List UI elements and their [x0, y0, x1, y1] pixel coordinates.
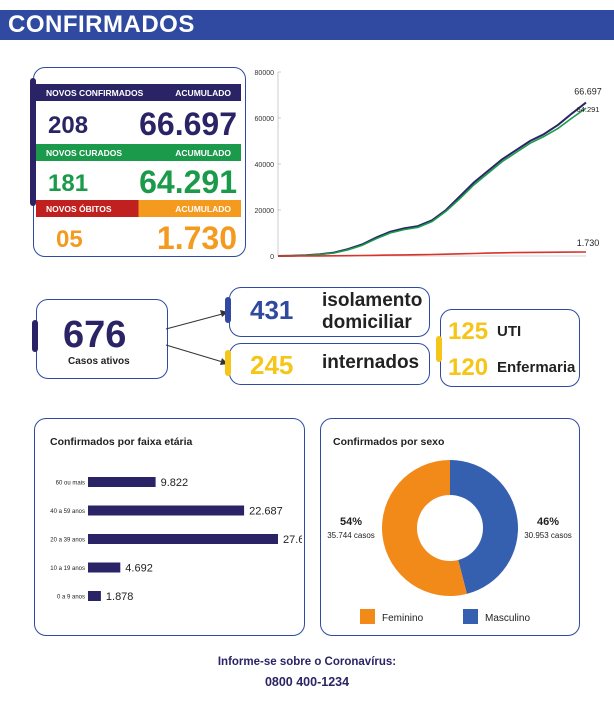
- age-bar: [88, 591, 101, 601]
- page-title: CONFIRMADOS: [8, 11, 195, 38]
- series-line: [278, 251, 587, 257]
- obitos-header: NOVOS ÓBITOS ACUMULADO: [36, 200, 241, 217]
- ativos-label: Casos ativos: [68, 356, 130, 367]
- enfermaria-number: 120: [448, 354, 489, 381]
- bar-value-label: 9.822: [161, 477, 189, 489]
- y-tick-label: 0: [270, 254, 274, 261]
- y-tick-label: 40000: [255, 162, 275, 169]
- bar-value-label: 27.618: [283, 534, 302, 546]
- bar-value-label: 4.692: [125, 563, 153, 575]
- sex-chart-title: Confirmados por sexo: [333, 436, 445, 448]
- uti-number: 125: [448, 318, 489, 345]
- curados-new: 181: [48, 170, 89, 197]
- sex-donut-chart: 54% 35.744 casos 46% 30.953 casos Feminino Ma…: [327, 460, 572, 624]
- ativos-side-tab: [32, 320, 38, 352]
- isolamento-label-2: domiciliar: [322, 312, 412, 333]
- age-bar: [88, 505, 245, 516]
- internados-number: 245: [250, 350, 294, 380]
- category-label: 20 a 39 anos: [50, 538, 85, 544]
- ativos-number: 676: [63, 314, 127, 356]
- series-line: [277, 101, 587, 257]
- confirmados-acc-label: ACUMULADO: [175, 87, 231, 98]
- bar-value-label: 1.878: [106, 591, 134, 603]
- footer-phone: 0800 400-1234: [264, 675, 350, 689]
- legend-label-masculino: Masculino: [485, 613, 530, 624]
- confirmados-label: NOVOS CONFIRMADOS: [46, 87, 144, 98]
- legend-swatch-feminino: [360, 609, 375, 624]
- sex-chart-card: [320, 418, 580, 636]
- y-tick-label: 80000: [255, 70, 275, 77]
- uti-label: UTI: [497, 323, 522, 340]
- y-tick-label: 20000: [255, 208, 275, 215]
- curados-acc-label: ACUMULADO: [175, 147, 231, 158]
- series-line: [277, 107, 587, 257]
- legend-swatch-masculino: [463, 609, 478, 624]
- isolamento-card: [229, 287, 430, 337]
- age-bar: [88, 477, 156, 487]
- masculino-cases: 30.953 casos: [524, 531, 572, 540]
- confirmados-new: 208: [48, 112, 89, 139]
- category-label: 60 ou mais: [56, 481, 85, 487]
- obitos-new: 05: [56, 226, 83, 253]
- age-bar: [88, 534, 278, 544]
- cumulative-line-chart: 80000 60000 40000 20000 0 66.697 64.291 1.730: [255, 70, 602, 261]
- feminino-cases: 35.744 casos: [327, 531, 375, 540]
- age-chart-card: [34, 418, 305, 636]
- isolamento-number: 431: [250, 295, 294, 325]
- bar-value-label: 22.687: [249, 506, 283, 518]
- isolamento-side-tab: [225, 297, 231, 323]
- isolamento-label-1: isolamento: [322, 290, 423, 311]
- age-bar-chart: 60 ou mais 9.822 40 a 59 anos 22.687 20 a 39…: [50, 477, 302, 603]
- obitos-label: NOVOS ÓBITOS: [46, 203, 112, 214]
- confirmados-total: 66.697: [139, 106, 237, 142]
- header-bar: [0, 10, 614, 40]
- internados-card: [229, 343, 430, 385]
- age-bar: [88, 562, 121, 573]
- ativos-card: [36, 299, 168, 379]
- obitos-total: 1.730: [156, 220, 237, 256]
- confirmados-header: NOVOS CONFIRMADOS ACUMULADO: [36, 84, 241, 101]
- curados-total: 64.291: [139, 164, 237, 200]
- curados-label: NOVOS CURADOS: [46, 147, 123, 158]
- internados-side-tab: [225, 350, 231, 376]
- enfermaria-label: Enfermaria: [497, 359, 576, 376]
- category-label: 10 a 19 anos: [50, 566, 85, 572]
- uti-enfermaria-card: [440, 309, 580, 387]
- obitos-acc-label: ACUMULADO: [175, 203, 231, 214]
- masculino-percent: 46%: [537, 516, 559, 528]
- category-label: 40 a 59 anos: [50, 509, 85, 515]
- curados-header: NOVOS CURADOS ACUMULADO: [36, 144, 241, 161]
- internados-label: internados: [322, 352, 420, 373]
- donut-slice: [450, 460, 518, 594]
- age-chart-title: Confirmados por faixa etária: [50, 436, 193, 448]
- series-end-label: 1.730: [577, 238, 600, 248]
- arrows: [165, 310, 228, 365]
- series-end-label: 64.291: [577, 105, 600, 114]
- feminino-percent: 54%: [340, 516, 362, 528]
- stats-side-tab: [30, 78, 36, 206]
- donut-slice: [381, 460, 467, 596]
- legend-label-feminino: Feminino: [382, 613, 424, 624]
- uti-side-tab: [436, 336, 442, 362]
- series-end-label: 66.697: [574, 87, 602, 97]
- y-tick-label: 60000: [255, 116, 275, 123]
- footer-line-1: Informe-se sobre o Coronavírus:: [217, 656, 397, 668]
- category-label: 0 a 9 anos: [57, 595, 85, 601]
